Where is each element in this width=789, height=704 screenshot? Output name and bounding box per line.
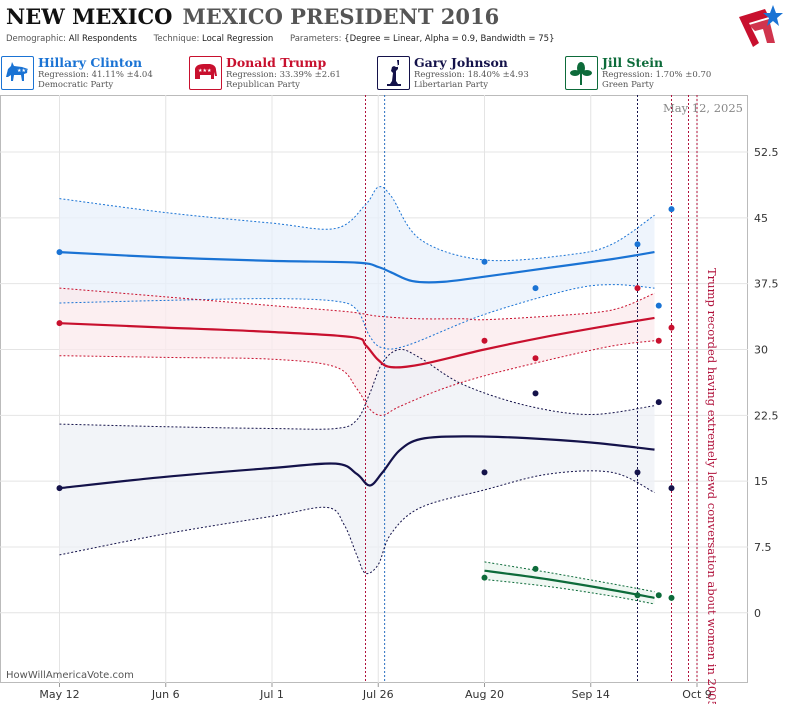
x-tick-label: May 12 [39,688,79,701]
event-annotation: Trump recorded having extremely lewd con… [705,268,719,704]
axes: 0 7.5 15 22.5 30 37.5 45 52.5 May 12 Jun 6 Jul 1 Ju… [39,146,778,701]
x-tick-label: Aug 20 [465,688,504,701]
legend-item-stein[interactable]: Jill Stein Regression: 1.70% ±0.70 Green… [564,55,744,91]
legend-item-clinton[interactable]: ★★★ Hillary Clinton Regression: 41.11% ±… [0,55,180,91]
leaf-icon [565,56,598,90]
candidate-regression: Regression: 18.40% ±4.93 [414,70,529,80]
trend-donald-trump [59,316,655,369]
poll-point-gary-johnson [532,390,539,397]
site-logo-icon[interactable] [735,3,783,51]
parameters-bar: Demographic: All Respondents Technique: … [6,34,568,44]
candidate-regression: Regression: 41.11% ±4.04 [38,70,153,80]
x-tick-label: Jul 26 [362,688,394,701]
upper-bound-jill-stein [484,561,655,593]
lower-bound-donald-trump [59,340,655,416]
legend-item-johnson[interactable]: Gary Johnson Regression: 18.40% ±4.93 Li… [376,55,556,91]
poll-point-gary-johnson [668,485,675,492]
elephant-icon: ★★★ [189,56,222,90]
x-tick-label: Sep 14 [572,688,610,701]
poll-point-hillary-clinton [532,285,539,292]
candidate-regression: Regression: 1.70% ±0.70 [602,70,712,80]
poll-point-hillary-clinton [634,241,641,248]
poll-points [56,206,675,601]
y-tick-label: 7.5 [754,541,772,554]
band-donald-trump [59,288,655,416]
candidate-party: Democratic Party [38,80,114,90]
poll-point-donald-trump [634,285,641,292]
technique-value[interactable]: Local Regression [202,34,274,44]
candidate-name: Hillary Clinton [38,55,143,70]
statue-of-liberty-icon [377,56,410,90]
y-tick-label: 52.5 [754,146,779,159]
candidate-party: Green Party [602,80,654,90]
y-tick-label: 0 [754,607,761,620]
candidate-party: Republican Party [226,80,300,90]
poll-point-gary-johnson [481,469,488,476]
parameters-value[interactable]: {Degree = Linear, Alpha = 0.9, Bandwidth… [344,34,555,44]
svg-text:★★★: ★★★ [198,68,212,74]
x-tick-label: Oct 9 [682,688,712,701]
y-tick-label: 45 [754,212,768,225]
poll-point-donald-trump [668,324,675,331]
lower-bound-jill-stein [484,578,655,605]
y-tick-label: 15 [754,475,768,488]
poll-point-jill-stein [655,592,662,599]
candidate-legend: ★★★ Hillary Clinton Regression: 41.11% ±… [0,55,789,93]
state-name: NEW MEXICO [6,4,173,29]
poll-point-gary-johnson [655,399,662,406]
technique-label: Technique: [153,34,200,44]
candidate-regression: Regression: 33.39% ±2.61 [226,70,341,80]
candidate-party: Libertarian Party [414,80,489,90]
candidate-name: Donald Trump [226,55,327,70]
poll-point-donald-trump [481,337,488,344]
legend-item-trump[interactable]: ★★★ Donald Trump Regression: 33.39% ±2.6… [188,55,368,91]
page-title: NEW MEXICO MEXICO PRESIDENT 2016 [6,4,499,29]
candidate-name: Gary Johnson [414,55,508,70]
parameters-label: Parameters: [289,34,342,44]
plot-frame [0,95,748,683]
trend-lines [59,251,655,599]
svg-text:★★★: ★★★ [17,68,31,74]
poll-point-hillary-clinton [668,206,675,213]
poll-point-gary-johnson [634,469,641,476]
trend-start-hillary-clinton [56,249,63,256]
candidate-name: Jill Stein [602,55,664,70]
trend-gary-johnson [59,435,655,490]
poll-point-jill-stein [634,592,641,599]
y-tick-label: 22.5 [754,409,779,422]
donkey-icon: ★★★ [1,56,34,90]
lower-bound-hillary-clinton [59,284,655,350]
demographic-label: Demographic: [6,34,67,44]
poll-point-hillary-clinton [481,258,488,265]
trend-start-donald-trump [56,320,63,327]
band-gary-johnson [59,349,655,574]
y-tick-label: 37.5 [754,278,779,291]
y-tick-label: 30 [754,344,768,357]
upper-bound-hillary-clinton [59,186,655,262]
x-tick-label: Jun 6 [151,688,180,701]
poll-point-donald-trump [655,337,662,344]
poll-point-jill-stein [481,574,488,581]
race-name: MEXICO PRESIDENT 2016 [182,4,500,29]
upper-bound-donald-trump [59,287,655,321]
lower-bound-gary-johnson [59,470,655,575]
datestamp: May 12, 2025 [663,101,743,115]
poll-point-jill-stein [668,594,675,601]
demographic-value[interactable]: All Respondents [68,34,137,44]
poll-point-jill-stein [532,565,539,572]
watermark[interactable]: HowWillAmericaVote.com [6,670,134,681]
confidence-bands [59,186,655,604]
trend-hillary-clinton [59,251,655,284]
x-tick-label: Jul 1 [259,688,284,701]
band-hillary-clinton [59,186,655,350]
poll-point-hillary-clinton [655,302,662,309]
event-markers [365,95,698,683]
poll-point-donald-trump [532,355,539,362]
trend-start-gary-johnson [56,485,63,492]
confidence-bounds [59,186,655,605]
